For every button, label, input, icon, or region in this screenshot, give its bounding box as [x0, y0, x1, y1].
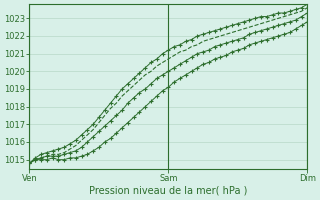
X-axis label: Pression niveau de la mer( hPa ): Pression niveau de la mer( hPa )	[89, 186, 248, 196]
